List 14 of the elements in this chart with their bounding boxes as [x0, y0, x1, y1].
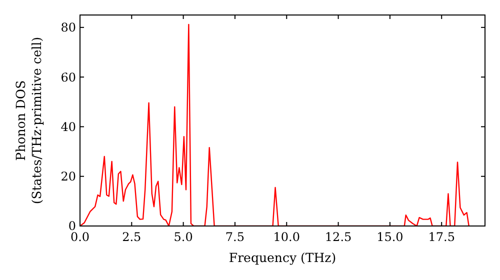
x-tick-label: 7.5: [225, 230, 245, 244]
y-tick-label: 20: [60, 170, 76, 184]
line-series: [80, 24, 470, 226]
x-tick-label: 17.5: [428, 230, 455, 244]
y-tick-label: 40: [60, 120, 76, 134]
x-tick-label: 5.0: [174, 230, 193, 244]
x-tick-label: 12.5: [324, 230, 352, 244]
x-axis-title: Frequency (THz): [228, 250, 336, 265]
y-axis-title: Phonon DOS (States/THz·primitive cell): [13, 36, 44, 204]
y-tick-label: 60: [60, 70, 76, 84]
x-tick-label: 2.5: [122, 230, 142, 244]
x-tick-label: 15.0: [376, 230, 404, 244]
y-tick-label: 80: [60, 20, 76, 35]
x-tick-label: 10.0: [273, 230, 300, 244]
